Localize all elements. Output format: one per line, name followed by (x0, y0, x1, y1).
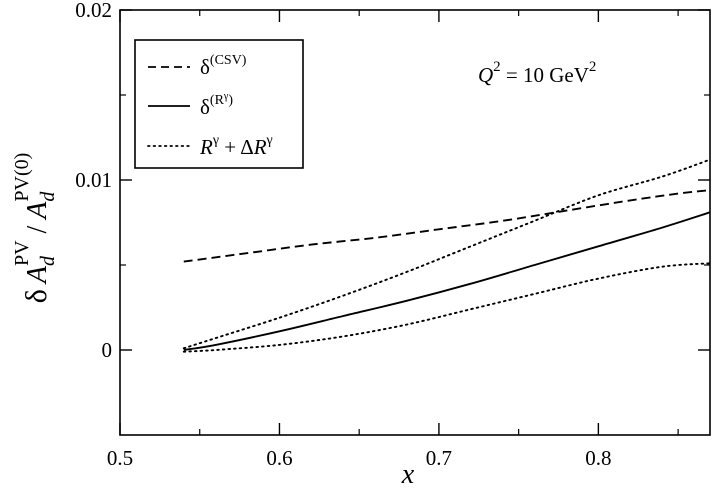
legend-rg-supsup: γ (223, 91, 229, 102)
legend-band-bsup: γ (266, 133, 273, 148)
x-axis-label: x (401, 459, 415, 490)
legend-rg-base: δ (200, 95, 210, 119)
legend-band-asup: γ (212, 133, 219, 148)
data-curves (182, 158, 711, 353)
y-tick-label-2: 0.02 (75, 0, 112, 22)
legend-rg-supclose: ) (228, 93, 233, 108)
legend-band-a: R (199, 135, 213, 159)
x-tick-label-2: 0.7 (426, 446, 452, 470)
series-line-1 (183, 211, 711, 351)
legend-csv-base: δ (200, 55, 210, 79)
q2-unit-sup: 2 (589, 59, 597, 75)
q2-var: Q (478, 63, 493, 87)
y-label-num-var: A (22, 265, 53, 285)
q2-text: = 10 GeV (501, 63, 589, 87)
y-axis-label: δAdPV / AdPV(0) (11, 153, 59, 304)
x-tick-label-1: 0.6 (266, 446, 292, 470)
series-line-3 (182, 262, 711, 353)
legend-label-rgamma: δ(Rγ) (200, 91, 233, 119)
x-tick-label-3: 0.8 (585, 446, 611, 470)
y-label-prefix: δ (20, 289, 53, 303)
legend-box (134, 39, 304, 169)
legend-label-band: Rγ + ΔRγ (199, 133, 273, 159)
legend: δ(CSV) δ(Rγ) Rγ + ΔRγ (134, 39, 304, 169)
y-label-sep: / (22, 219, 53, 241)
legend-band-mid: + Δ (219, 135, 254, 159)
x-tick-label-0: 0.5 (107, 446, 133, 470)
y-label-num-sub: d (37, 255, 59, 266)
y-tick-label-1: 0.01 (75, 168, 112, 192)
legend-csv-sup: (CSV) (210, 53, 247, 68)
q2-sup: 2 (493, 59, 501, 75)
plot-frame (119, 9, 711, 436)
y-label-den-sup: PV(0) (11, 153, 33, 202)
y-label-den-sub: d (37, 191, 59, 202)
q2-annotation: Q2 = 10 GeV2 (478, 59, 596, 87)
y-label-den-var: A (22, 201, 53, 221)
legend-rg-sup: (R (210, 93, 225, 108)
series-line-2 (182, 158, 711, 350)
legend-band-b: R (253, 135, 267, 159)
y-label-num-sup: PV (11, 240, 33, 266)
legend-label-csv: δ(CSV) (200, 53, 247, 79)
y-tick-label-0: 0 (102, 338, 113, 362)
axis-ticks: 0.5 0.6 0.7 0.8 0 0.01 0.02 (75, 0, 710, 470)
series-line-0 (183, 189, 711, 263)
